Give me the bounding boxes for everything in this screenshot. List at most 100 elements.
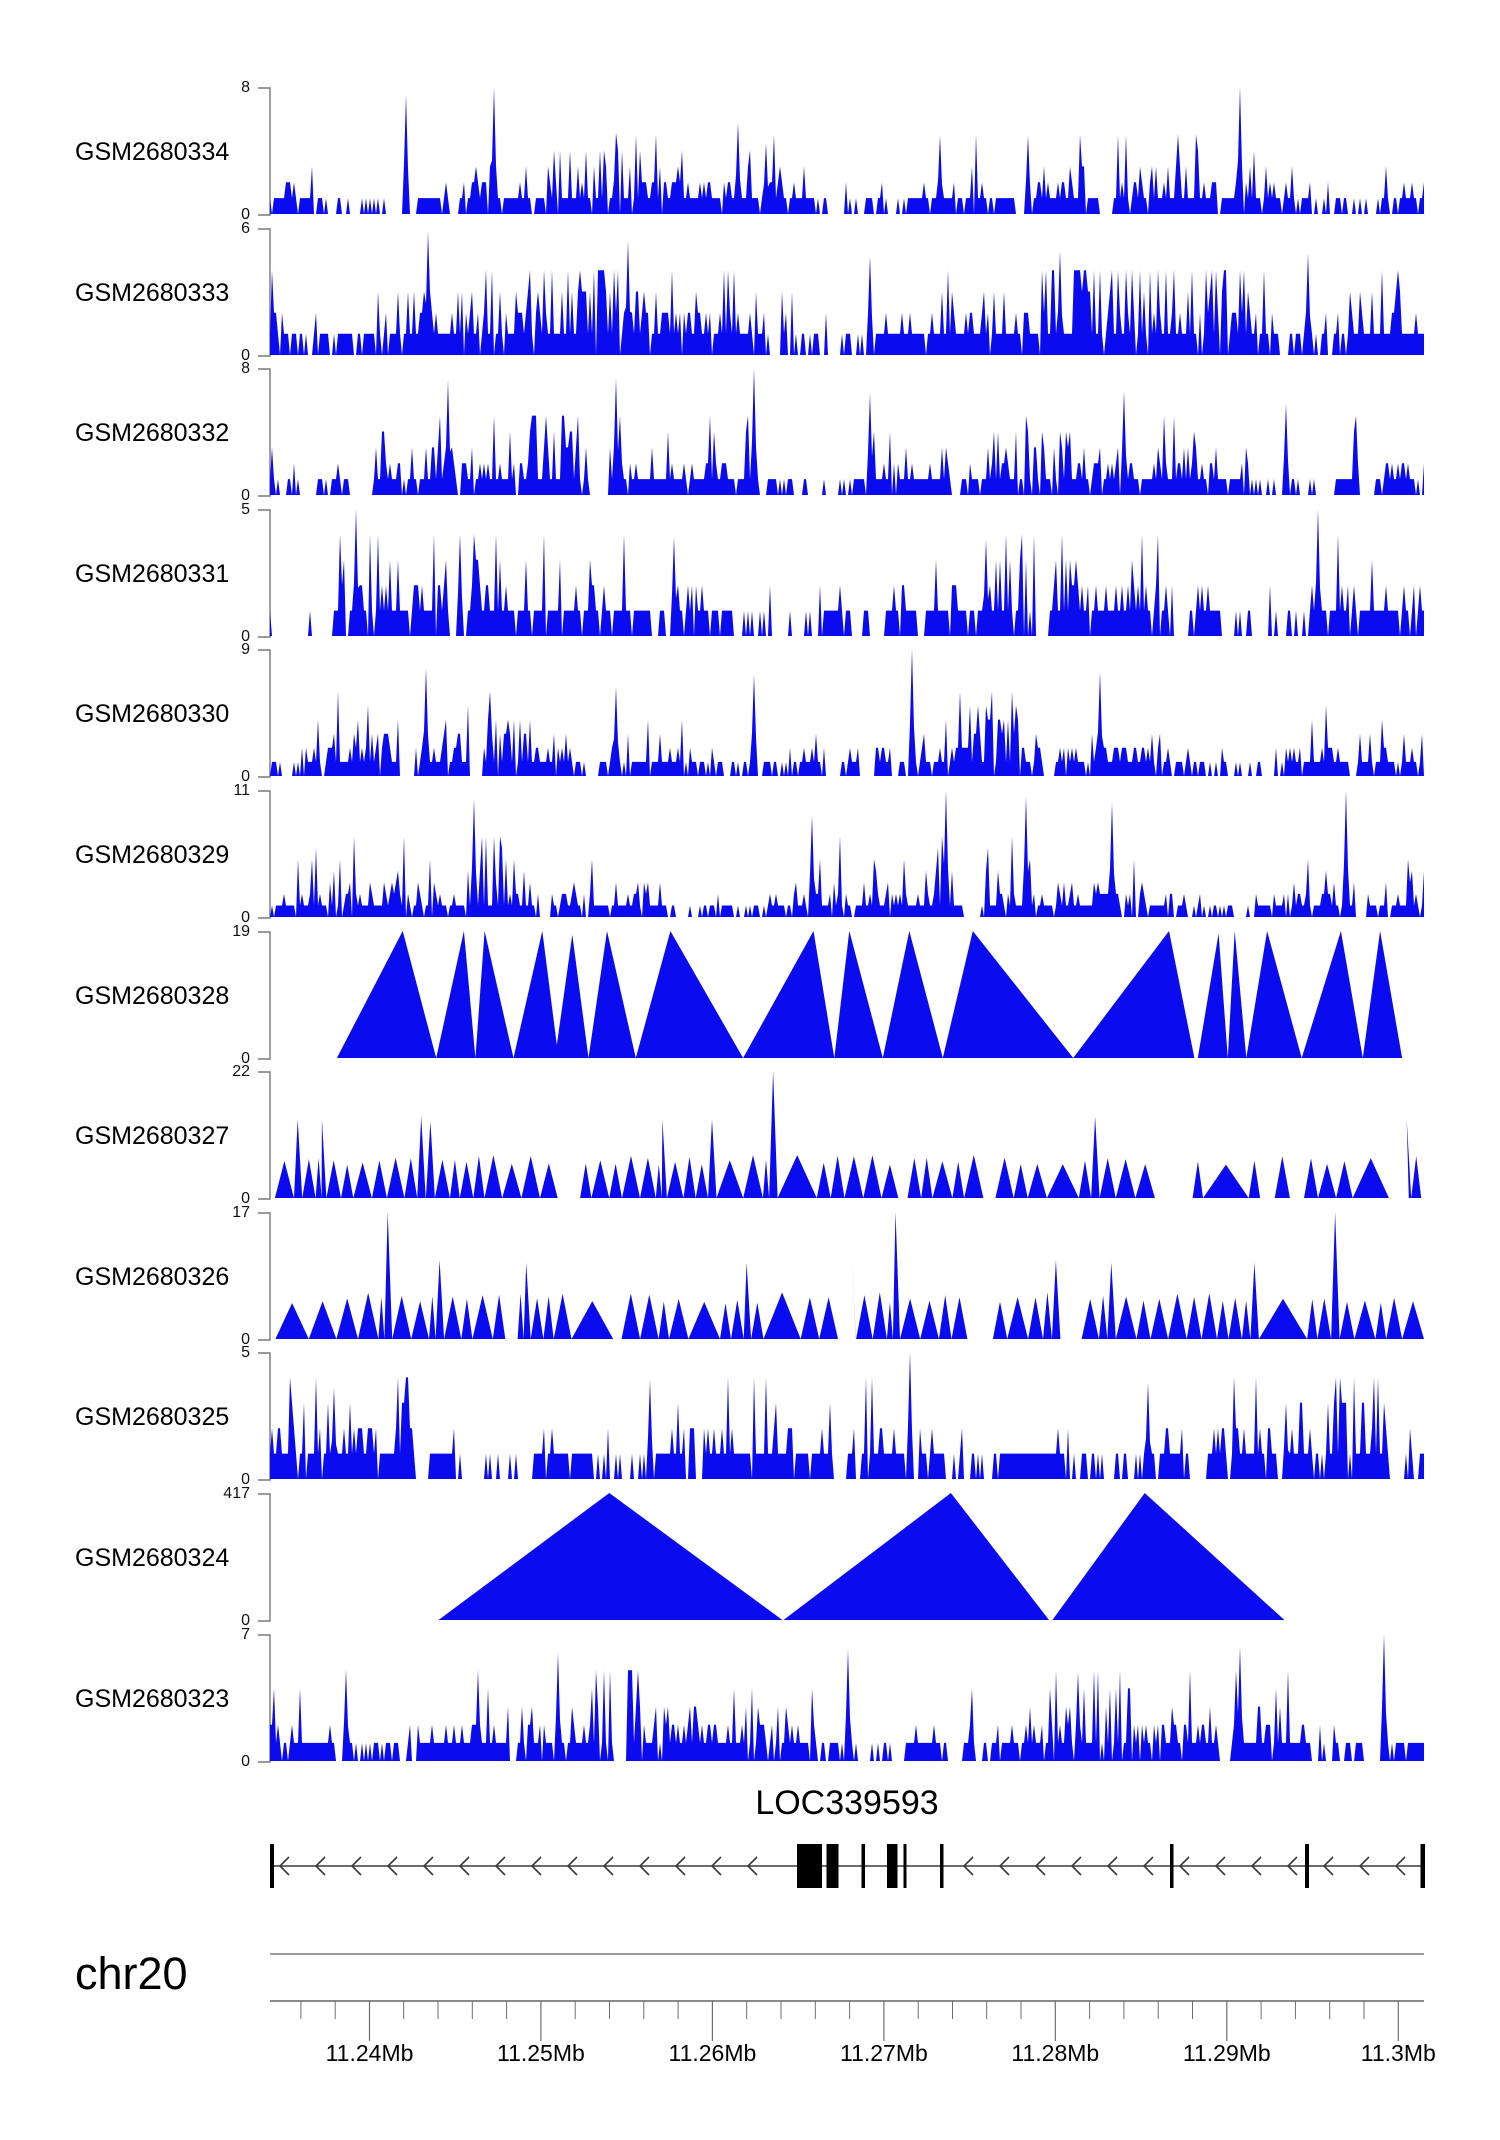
y-axis-zero-label: 0: [241, 768, 250, 785]
strand-arrow-icon: [1358, 1856, 1370, 1876]
y-axis-bracket: [258, 87, 271, 216]
axis-tick-label: 11.3Mb: [1360, 2040, 1436, 2066]
y-axis-bracket: [258, 790, 271, 919]
track-label: GSM2680329: [75, 840, 230, 869]
strand-arrow-icon: [1322, 1856, 1334, 1876]
exon-box: [797, 1844, 822, 1888]
gene-model-track: [270, 1844, 1425, 1888]
y-axis-max-label: 17: [232, 1204, 250, 1221]
y-axis-max-label: 22: [232, 1063, 250, 1080]
y-axis-zero-label: 0: [241, 487, 250, 504]
coverage-plot: [258, 1352, 1424, 1481]
coverage-area: [270, 649, 1424, 776]
y-axis-bracket: [258, 1634, 271, 1763]
genome-axis: [270, 2000, 1424, 2041]
y-axis-zero-label: 0: [241, 206, 250, 223]
coverage-area: [270, 231, 1424, 355]
track-label: GSM2680334: [75, 137, 230, 166]
axis-tick-label: 11.24Mb: [325, 2040, 414, 2066]
exon-box: [270, 1844, 274, 1888]
track-label: GSM2680330: [75, 699, 230, 728]
y-axis-bracket: [258, 368, 271, 497]
strand-arrow-icon: [530, 1856, 542, 1876]
strand-arrow-icon: [710, 1856, 722, 1876]
track-label: GSM2680323: [75, 1684, 230, 1713]
exon-box: [861, 1844, 865, 1888]
coverage-area: [270, 1352, 1424, 1479]
strand-arrow-icon: [1178, 1856, 1190, 1876]
exon-box: [903, 1844, 907, 1888]
track-label: GSM2680333: [75, 278, 230, 307]
strand-arrow-icon: [1214, 1856, 1226, 1876]
axis-tick-label: 11.27Mb: [839, 2040, 928, 2066]
y-axis-max-label: 19: [232, 923, 250, 940]
y-axis-bracket: [258, 228, 271, 357]
coverage-plot: [258, 87, 1424, 216]
y-axis-bracket: [258, 649, 271, 778]
coverage-area: [270, 509, 1424, 636]
axis-tick-label: 11.26Mb: [668, 2040, 757, 2066]
y-axis-bracket: [258, 1212, 271, 1341]
coverage-plot: [258, 1212, 1424, 1341]
track-label: GSM2680327: [75, 1121, 230, 1150]
coverage-area: [270, 1212, 1424, 1339]
strand-arrow-icon: [1106, 1856, 1118, 1876]
y-axis-zero-label: 0: [241, 1331, 250, 1348]
y-axis-zero-label: 0: [241, 628, 250, 645]
y-axis-bracket: [258, 1352, 271, 1481]
strand-arrow-icon: [494, 1856, 506, 1876]
strand-arrow-icon: [458, 1856, 470, 1876]
strand-arrow-icon: [386, 1856, 398, 1876]
coverage-area: [270, 790, 1424, 917]
y-axis-bracket: [258, 931, 271, 1060]
strand-arrow-icon: [314, 1856, 326, 1876]
y-axis-zero-label: 0: [241, 909, 250, 926]
y-axis-zero-label: 0: [241, 1190, 250, 1207]
coverage-area: [336, 931, 1403, 1058]
track-label: GSM2680325: [75, 1402, 230, 1431]
coverage-area: [270, 1634, 1424, 1761]
strand-arrow-icon: [1070, 1856, 1082, 1876]
strand-arrow-icon: [1034, 1856, 1046, 1876]
strand-arrow-icon: [566, 1856, 578, 1876]
y-axis-zero-label: 0: [241, 1612, 250, 1629]
chromosome-line: [270, 1953, 1424, 1955]
y-axis-max-label: 6: [241, 220, 250, 237]
exon-box: [940, 1844, 944, 1888]
coverage-plot: [258, 1634, 1424, 1763]
axis-tick-label: 11.28Mb: [1011, 2040, 1100, 2066]
y-axis-max-label: 11: [233, 782, 250, 799]
track-label: GSM2680328: [75, 981, 230, 1010]
y-axis-bracket: [258, 1493, 271, 1622]
coverage-plot: [258, 790, 1424, 919]
track-label: GSM2680326: [75, 1262, 230, 1291]
coverage-area: [270, 1071, 1424, 1198]
track-label: GSM2680324: [75, 1543, 230, 1572]
exon-box: [887, 1844, 898, 1888]
track-label: GSM2680332: [75, 418, 230, 447]
strand-arrow-icon: [1286, 1856, 1298, 1876]
exon-box: [1170, 1844, 1174, 1888]
coverage-plot: [258, 1071, 1424, 1200]
y-axis-max-label: 7: [241, 1626, 250, 1643]
y-axis-max-label: 5: [241, 501, 250, 518]
y-axis-max-label: 8: [241, 360, 250, 377]
axis-tick-label: 11.25Mb: [496, 2040, 585, 2066]
strand-arrow-icon: [278, 1856, 290, 1876]
axis-tick-label: 11.29Mb: [1182, 2040, 1271, 2066]
strand-arrow-icon: [422, 1856, 434, 1876]
track-label: GSM2680331: [75, 559, 230, 588]
coverage-plot: [258, 1493, 1285, 1622]
coverage-plot: [258, 931, 1403, 1060]
coverage-plot: [258, 649, 1424, 778]
y-axis-zero-label: 0: [241, 347, 250, 364]
strand-arrow-icon: [746, 1856, 758, 1876]
y-axis-bracket: [258, 1071, 271, 1200]
y-axis-bracket: [258, 509, 271, 638]
gene-name-label: LOC339593: [755, 1784, 939, 1822]
y-axis-max-label: 417: [223, 1485, 250, 1502]
exon-box: [826, 1844, 839, 1888]
coverage-plot: [258, 368, 1424, 497]
y-axis-zero-label: 0: [241, 1050, 250, 1067]
